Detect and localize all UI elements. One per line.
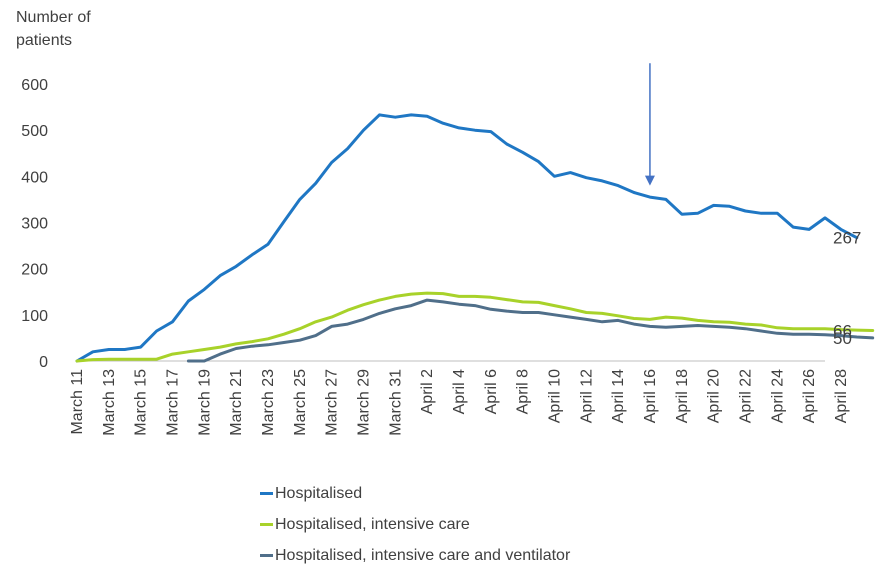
legend-swatch <box>260 554 273 557</box>
y-tick-label: 400 <box>21 169 48 186</box>
x-tick-label: April 6 <box>483 369 500 414</box>
x-tick-label: April 20 <box>706 369 723 423</box>
legend-item-intensive-care: Hospitalised, intensive care <box>260 509 570 540</box>
x-tick-label: March 29 <box>355 369 372 436</box>
series-line-0 <box>75 113 859 363</box>
y-axis: 0 100 200 300 400 500 600 <box>21 77 48 371</box>
legend-swatch <box>260 492 273 495</box>
x-tick-label: April 16 <box>642 369 659 423</box>
y-tick-label: 200 <box>21 262 48 279</box>
x-tick-label: March 23 <box>260 369 277 436</box>
y-tick-label: 100 <box>21 308 48 325</box>
series-line-2 <box>186 298 875 363</box>
x-tick-label: April 8 <box>515 369 532 414</box>
annotation-arrow-head <box>644 175 655 186</box>
series-line-1 <box>75 291 875 363</box>
legend: Hospitalised Hospitalised, intensive car… <box>260 478 570 571</box>
x-tick-label: April 22 <box>737 369 754 423</box>
legend-swatch <box>260 523 273 526</box>
x-axis: March 11 March 13 March 15 March 17 March 19… <box>69 360 850 436</box>
x-tick-label: April 28 <box>833 369 850 423</box>
x-tick-label: March 11 <box>69 369 86 435</box>
x-tick-label: March 15 <box>133 369 150 436</box>
y-tick-label: 500 <box>21 123 48 140</box>
x-tick-label: March 19 <box>196 369 213 436</box>
annotation-layer <box>644 63 655 186</box>
y-tick-label: 600 <box>21 77 48 94</box>
x-tick-label: April 18 <box>674 369 691 423</box>
legend-label: Hospitalised, intensive care and ventila… <box>275 546 571 564</box>
legend-label: Hospitalised, intensive care <box>275 515 470 533</box>
y-axis-title-line-1: Number of <box>16 9 91 26</box>
legend-label: Hospitalised <box>275 484 363 502</box>
x-tick-label: March 25 <box>292 369 309 436</box>
x-tick-label: April 2 <box>419 369 436 414</box>
legend-item-hospitalised: Hospitalised <box>260 478 570 509</box>
x-tick-label: April 4 <box>451 369 468 414</box>
y-tick-label: 300 <box>21 216 48 233</box>
x-tick-label: March 13 <box>101 369 118 436</box>
y-axis-title-line-2: patients <box>16 32 73 49</box>
x-tick-label: March 31 <box>387 369 404 436</box>
series-end-label: 267 <box>833 229 861 248</box>
x-tick-label: March 17 <box>164 369 181 436</box>
legend-item-ventilator: Hospitalised, intensive care and ventila… <box>260 540 570 571</box>
x-tick-label: March 27 <box>324 369 341 436</box>
x-tick-label: April 12 <box>578 369 595 423</box>
x-tick-label: March 21 <box>228 369 245 436</box>
x-tick-label: April 26 <box>801 369 818 423</box>
x-tick-label: April 10 <box>546 369 563 423</box>
y-axis-title: Number of patients <box>16 6 91 52</box>
x-tick-label: April 14 <box>610 369 627 423</box>
x-tick-label: April 24 <box>769 369 786 423</box>
y-tick-label: 0 <box>39 354 48 371</box>
series-end-label: 50 <box>833 329 852 348</box>
